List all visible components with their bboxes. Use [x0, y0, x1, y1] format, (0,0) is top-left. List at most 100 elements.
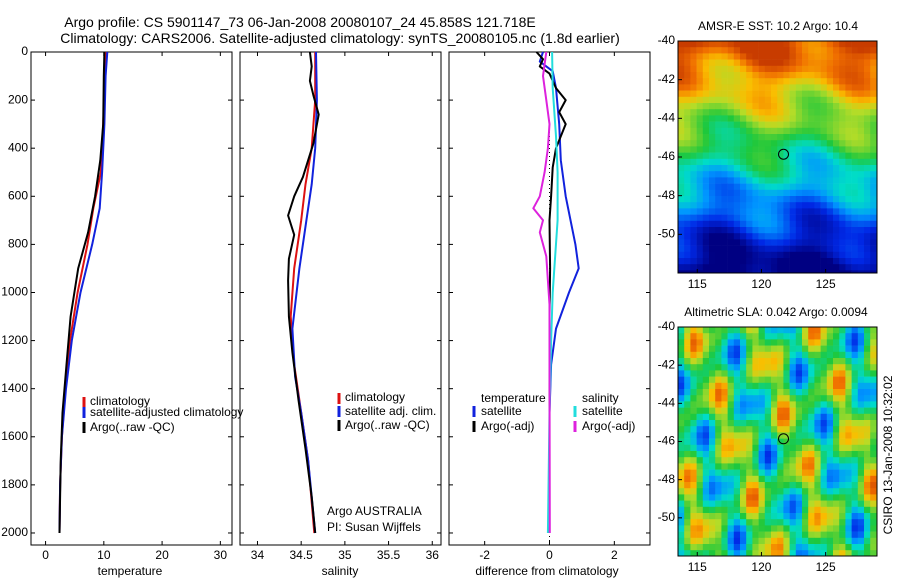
- map-cell: [839, 395, 846, 402]
- map-cell: [758, 358, 766, 365]
- map-cell: [783, 339, 790, 346]
- map-cell: [857, 53, 865, 60]
- map-cell: [845, 451, 852, 458]
- map-cell: [690, 189, 697, 197]
- map-cell: [870, 345, 877, 353]
- map-cell: [727, 469, 735, 477]
- map-cell: [870, 41, 877, 48]
- map-cell: [839, 482, 846, 489]
- map-cell: [758, 251, 766, 259]
- map-cell: [826, 339, 834, 346]
- map-cell: [678, 382, 685, 390]
- map-cell: [808, 550, 815, 556]
- map-cell: [702, 339, 710, 346]
- map-cell: [709, 513, 716, 520]
- map-cell: [808, 506, 815, 514]
- map-cell: [802, 251, 809, 259]
- map-cell: [851, 364, 859, 371]
- map-cell: [802, 202, 809, 209]
- map-cell: [826, 327, 834, 334]
- map-cell: [678, 264, 685, 271]
- map-cell: [709, 84, 716, 91]
- map-cell: [764, 358, 772, 365]
- map-cell: [851, 376, 859, 384]
- map-cell: [721, 463, 728, 470]
- map-cell: [690, 339, 697, 346]
- map-cell: [795, 84, 803, 91]
- map-cell: [684, 531, 691, 539]
- map-cell: [702, 96, 710, 104]
- map-cell: [839, 432, 846, 439]
- map-cell: [733, 432, 741, 439]
- map-cell: [777, 165, 784, 172]
- map-cell: [740, 270, 747, 273]
- map-cell: [709, 345, 716, 353]
- map-cell: [839, 146, 846, 153]
- map-cell: [696, 239, 704, 246]
- salinity-plot-frame: [239, 51, 442, 546]
- map-cell: [771, 115, 778, 122]
- map-cell: [746, 245, 753, 253]
- map-cell: [851, 401, 859, 408]
- map-cell: [740, 531, 747, 539]
- map-cell: [684, 152, 691, 160]
- map-cell: [802, 109, 809, 116]
- map-cell: [690, 525, 697, 532]
- map-cell: [845, 475, 852, 483]
- map-cell: [702, 444, 710, 452]
- map-cell: [783, 550, 790, 556]
- map-cell: [696, 327, 704, 334]
- map-cell: [833, 202, 840, 209]
- map-cell: [733, 382, 741, 390]
- map-cell: [696, 84, 704, 91]
- map-cell: [851, 47, 859, 54]
- map-cell: [690, 146, 697, 153]
- map-cell: [826, 401, 834, 408]
- map-cell: [795, 47, 803, 54]
- map-cell: [771, 96, 778, 104]
- map-cell: [746, 189, 753, 197]
- map-cell: [833, 469, 840, 477]
- map-cell: [746, 177, 753, 184]
- map-cell: [721, 494, 728, 501]
- map-cell: [727, 426, 735, 433]
- map-cell: [864, 53, 871, 60]
- map-cell: [702, 426, 710, 433]
- map-cell: [777, 41, 784, 48]
- map-cell: [826, 420, 834, 427]
- map-cell: [870, 389, 877, 396]
- map-cell: [684, 550, 691, 556]
- map-cell: [789, 227, 797, 234]
- map-cell: [740, 525, 747, 532]
- map-cell: [733, 438, 741, 446]
- y-tick-label: 1000: [1, 285, 28, 299]
- map-cell: [696, 177, 704, 184]
- map-cell: [851, 426, 859, 433]
- map-cell: [870, 438, 877, 446]
- map-cell: [777, 500, 784, 508]
- map-cell: [864, 90, 871, 98]
- map-cell: [851, 189, 859, 197]
- map-cell: [684, 469, 691, 477]
- map-cell: [777, 457, 784, 464]
- map-cell: [845, 270, 852, 273]
- map-cell: [789, 65, 797, 73]
- map-cell: [678, 258, 685, 265]
- map-cell: [721, 420, 728, 427]
- map-cell: [802, 245, 809, 253]
- map-cell: [826, 177, 834, 184]
- map-cell: [696, 488, 704, 495]
- map-cell: [733, 413, 741, 421]
- map-cell: [814, 189, 821, 197]
- map-cell: [709, 339, 716, 346]
- map-cell: [709, 370, 716, 377]
- map-cell: [864, 333, 871, 340]
- map-cell: [771, 233, 778, 240]
- map-cell: [820, 208, 828, 215]
- map-cell: [857, 351, 865, 359]
- map-cell: [764, 519, 772, 526]
- map-cell: [696, 165, 704, 172]
- map-cell: [771, 513, 778, 520]
- map-cell: [864, 165, 871, 172]
- map-cell: [715, 251, 722, 259]
